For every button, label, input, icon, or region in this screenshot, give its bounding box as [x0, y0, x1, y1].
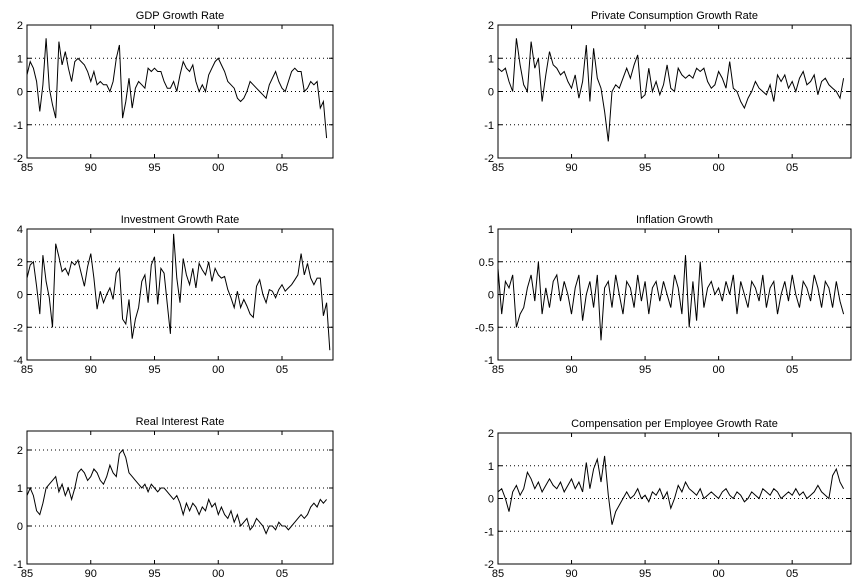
x-tick-label: 90 [565, 162, 577, 174]
x-tick-label: 90 [565, 568, 577, 580]
chart-panel-1: GDP Growth Rate -2 -1 0 1 2 85 90 95 00 05 [13, 10, 334, 174]
y-tick-label: -1 [13, 559, 23, 571]
chart-title: Real Interest Rate [136, 416, 225, 428]
axes-frame [26, 430, 334, 565]
y-tick-label: 1 [488, 53, 494, 65]
series-line [26, 233, 331, 351]
y-tick-label: -2 [484, 153, 494, 165]
x-tick-label: 00 [713, 364, 725, 376]
x-tick-label: 00 [713, 162, 725, 174]
x-tick-label: 95 [148, 162, 160, 174]
y-tick-label: 2 [488, 428, 494, 440]
x-tick-label: 95 [148, 364, 160, 376]
x-tick-label: 85 [492, 568, 504, 580]
x-tick-label: 05 [786, 568, 798, 580]
y-tick-label: 2 [17, 20, 23, 32]
y-tick-label: 2 [488, 20, 494, 32]
chart-title: Compensation per Employee Growth Rate [571, 418, 778, 430]
y-tick-label: 0 [488, 87, 494, 99]
x-tick-label: 05 [786, 364, 798, 376]
series-line [497, 38, 845, 142]
y-tick-label: 0 [17, 521, 23, 533]
y-tick-label: -2 [484, 559, 494, 571]
y-tick-label: 0 [488, 494, 494, 506]
y-tick-label: -1 [13, 120, 23, 132]
y-tick-label: 1 [17, 53, 23, 65]
x-tick-label: 95 [148, 568, 160, 580]
x-tick-label: 05 [276, 162, 288, 174]
y-tick-label: 4 [17, 224, 23, 236]
x-tick-label: 85 [21, 162, 33, 174]
y-tick-label: 2 [17, 445, 23, 457]
chart-title: Private Consumption Growth Rate [591, 10, 758, 22]
x-tick-label: 00 [212, 568, 224, 580]
y-tick-label: 2 [17, 257, 23, 269]
x-tick-label: 95 [639, 162, 651, 174]
chart-panel-3: Investment Growth Rate -4 -2 0 2 4 85 90 95 00 05 [13, 214, 334, 376]
x-tick-label: 85 [492, 364, 504, 376]
x-tick-label: 85 [21, 364, 33, 376]
chart-panel-2: Private Consumption Growth Rate -2 -1 0 1 2 85… [484, 10, 852, 174]
x-tick-label: 85 [21, 568, 33, 580]
x-tick-label: 95 [639, 568, 651, 580]
y-tick-label: 0 [488, 290, 494, 302]
chart-panel-5: Real Interest Rate -1 0 1 2 85 90 95 00 05 [13, 416, 334, 580]
chart-title: Inflation Growth [636, 214, 713, 226]
y-tick-label: 0.5 [479, 257, 494, 269]
x-tick-label: 05 [786, 162, 798, 174]
series-line [26, 449, 327, 535]
y-tick-label: -1 [484, 120, 494, 132]
y-tick-label: -1 [484, 355, 494, 367]
y-tick-label: 0 [17, 290, 23, 302]
x-tick-label: 90 [85, 162, 97, 174]
series-line [497, 255, 845, 341]
chart-panel-6: Compensation per Employee Growth Rate -2 -… [484, 418, 852, 580]
y-tick-label: 0 [17, 87, 23, 99]
x-tick-label: 95 [639, 364, 651, 376]
chart-title: GDP Growth Rate [136, 10, 224, 22]
chart-title: Investment Growth Rate [121, 214, 240, 226]
x-tick-label: 00 [212, 364, 224, 376]
x-tick-label: 05 [276, 568, 288, 580]
y-tick-label: 1 [17, 483, 23, 495]
x-tick-label: 00 [212, 162, 224, 174]
x-tick-label: 90 [85, 568, 97, 580]
series-line [497, 455, 845, 525]
y-tick-label: 1 [488, 224, 494, 236]
y-tick-label: 1 [488, 461, 494, 473]
x-tick-label: 05 [276, 364, 288, 376]
y-tick-label: -0.5 [475, 322, 494, 334]
x-tick-label: 00 [713, 568, 725, 580]
chart-panel-4: Inflation Growth -1 -0.5 0 0.5 1 85 90 95 00 05 [475, 214, 852, 376]
y-tick-label: -2 [13, 153, 23, 165]
y-tick-label: -2 [13, 322, 23, 334]
x-tick-label: 90 [85, 364, 97, 376]
series-line [26, 38, 328, 139]
x-tick-label: 85 [492, 162, 504, 174]
y-tick-label: -1 [484, 526, 494, 538]
y-tick-label: -4 [13, 355, 23, 367]
x-tick-label: 90 [565, 364, 577, 376]
